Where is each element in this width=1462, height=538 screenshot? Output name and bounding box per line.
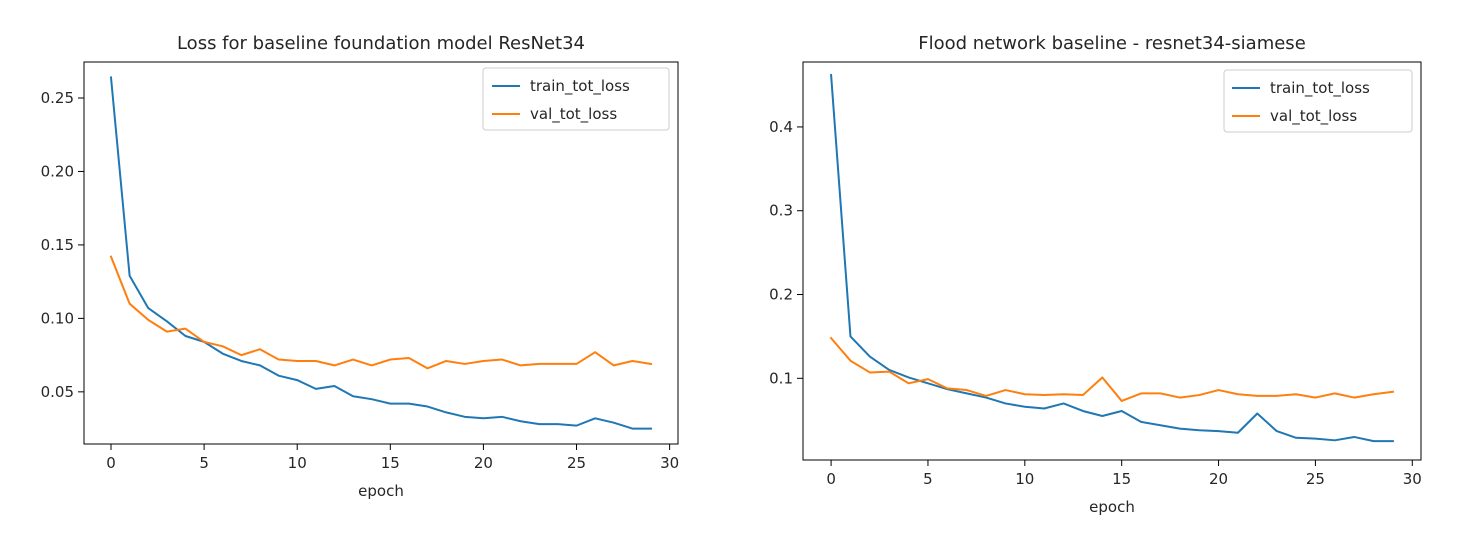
chart-flood-network-baseline: Flood network baseline - resnet34-siames… <box>769 33 1422 516</box>
x-tick-label: 15 <box>1112 470 1131 488</box>
y-tick-label: 0.1 <box>769 369 793 387</box>
x-axis-label: epoch <box>1089 498 1135 516</box>
y-tick-label: 0.4 <box>769 118 793 136</box>
legend-label-train: train_tot_loss <box>1270 79 1370 98</box>
y-tick-label: 0.10 <box>41 309 74 327</box>
x-tick-label: 5 <box>923 470 933 488</box>
x-axis-label: epoch <box>358 482 404 500</box>
y-tick-label: 0.2 <box>769 286 793 304</box>
x-tick-label: 25 <box>567 454 586 472</box>
y-tick-label: 0.20 <box>41 162 74 180</box>
y-tick-label: 0.15 <box>41 236 74 254</box>
plot-frame <box>83 61 679 445</box>
plot-frame <box>802 61 1422 461</box>
legend-box <box>1223 69 1413 133</box>
y-tick-label: 0.05 <box>41 383 74 401</box>
y-tick-label: 0.3 <box>769 202 793 220</box>
legend-label-val: val_tot_loss <box>530 105 617 124</box>
chart-title: Loss for baseline foundation model ResNe… <box>177 33 585 54</box>
x-tick-label: 5 <box>199 454 209 472</box>
x-tick-label: 20 <box>474 454 493 472</box>
x-tick-label: 0 <box>106 454 116 472</box>
series-line-val-tot-loss <box>109 255 653 370</box>
legend-label-train: train_tot_loss <box>530 77 630 96</box>
x-tick-label: 20 <box>1209 470 1228 488</box>
x-tick-label: 30 <box>1403 470 1422 488</box>
legend: train_tot_loss val_tot_loss <box>482 67 670 131</box>
x-tick-label: 10 <box>1015 470 1034 488</box>
series-line-val-tot-loss <box>829 336 1395 402</box>
y-tick-label: 0.25 <box>41 89 74 107</box>
x-tick-label: 10 <box>288 454 307 472</box>
legend: train_tot_loss val_tot_loss <box>1223 69 1413 133</box>
chart-loss-resnet34: Loss for baseline foundation model ResNe… <box>41 33 680 500</box>
x-tick-label: 30 <box>660 454 679 472</box>
chart-title: Flood network baseline - resnet34-siames… <box>918 33 1306 54</box>
series-line-train-tot-loss <box>830 73 1394 443</box>
x-tick-label: 25 <box>1306 470 1325 488</box>
x-tick-label: 0 <box>826 470 836 488</box>
legend-label-val: val_tot_loss <box>1270 107 1357 126</box>
legend-box <box>482 67 670 131</box>
x-tick-label: 15 <box>381 454 400 472</box>
